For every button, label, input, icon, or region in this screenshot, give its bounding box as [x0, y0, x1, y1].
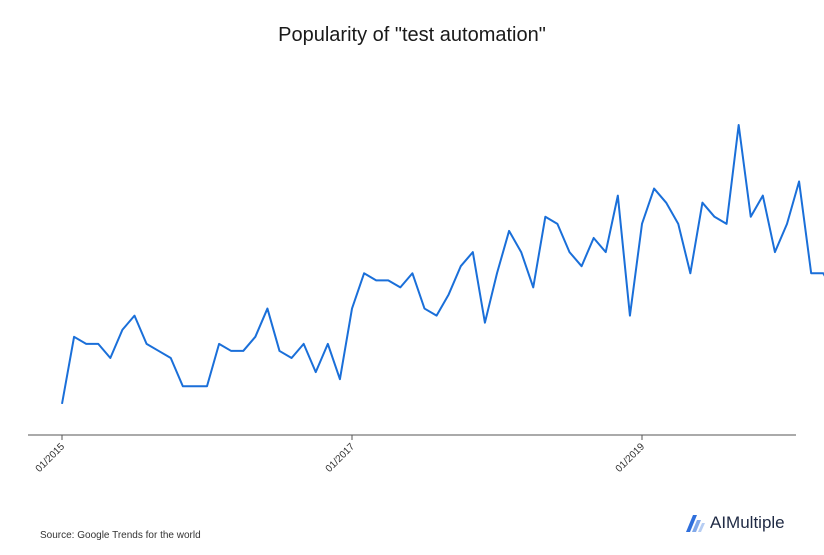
source-note: Source: Google Trends for the world [40, 530, 201, 541]
series-layer [61, 124, 824, 405]
x-tick-label: 01/2015 [34, 441, 68, 475]
brand-name: AIMultiple [710, 513, 785, 532]
brand-logo: AIMultiple [684, 512, 785, 534]
x-tick-label: 01/2019 [614, 441, 648, 475]
x-tick-label: 01/2017 [324, 441, 358, 475]
aimultiple-logo-icon [686, 515, 705, 532]
series-line [61, 124, 824, 405]
chart-title: Popularity of "test automation" [278, 24, 546, 46]
